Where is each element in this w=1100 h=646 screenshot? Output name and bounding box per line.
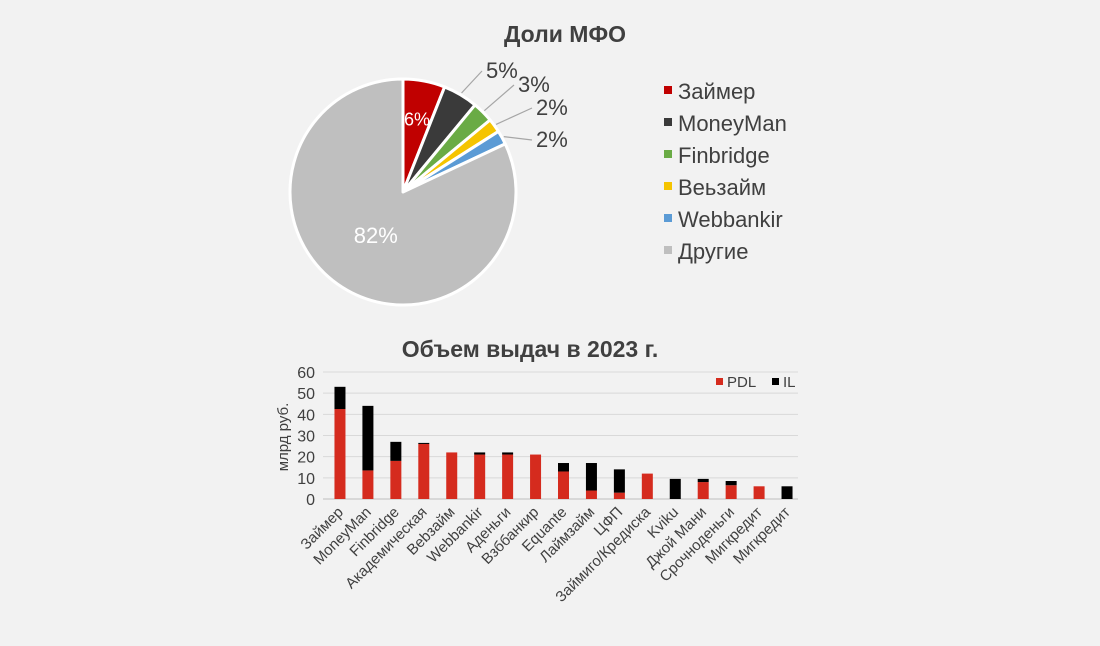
pie-legend: Займер MoneyMan Finbridge Веьзайм Webbankir Д… <box>664 79 787 264</box>
bar-pdl-13 <box>697 482 709 499</box>
bar-pdl-9 <box>585 490 597 499</box>
pie-legend-label-веьзайм: Веьзайм <box>678 175 766 200</box>
bar-y-axis-label: млрд руб. <box>275 403 292 472</box>
pie-labels: 6%5%3%2%2%82% <box>354 58 568 248</box>
pie-data-label-finbridge: 3% <box>518 72 550 97</box>
bar-pdl-7 <box>530 454 542 499</box>
bar-y-tick-0: 0 <box>306 492 315 509</box>
bar-pdl-1 <box>362 470 374 499</box>
bar-y-tick-10: 10 <box>297 471 315 488</box>
bar-il-9 <box>585 463 597 491</box>
pie-leader-line-веьзайм <box>495 107 533 125</box>
pie-legend-swatch-займер <box>664 86 672 94</box>
bar-pdl-14 <box>725 485 737 499</box>
bar-pdl-5 <box>474 454 486 499</box>
pie-legend-label-займер: Займер <box>678 79 755 104</box>
bar-il-13 <box>697 478 709 483</box>
pie-leader-line-webbankir <box>503 136 533 141</box>
bar-il-5 <box>474 452 486 455</box>
bar-legend-swatch-pdl <box>716 378 723 385</box>
bar-y-tick-60: 60 <box>297 365 315 382</box>
bar-il-12 <box>669 478 681 499</box>
bar-y-tick-20: 20 <box>297 450 315 467</box>
bar-x-ticks: ЗаймерMoneyManFinbridgeАкадемическаяВеbз… <box>297 503 793 605</box>
pie-data-label-webbankir: 2% <box>536 127 568 152</box>
pie-leader-line-finbridge <box>483 84 515 112</box>
bar-series <box>334 386 793 499</box>
bar-legend-label-il: IL <box>783 374 796 391</box>
pie-data-label-moneyman: 5% <box>486 58 518 83</box>
bar-il-1 <box>362 405 374 471</box>
pie-leader-line-moneyman <box>461 70 483 94</box>
pie-legend-label-moneyman: MoneyMan <box>678 111 787 136</box>
bar-pdl-6 <box>502 454 514 499</box>
bar-il-2 <box>390 441 402 461</box>
bar-pdl-0 <box>334 409 346 499</box>
pie-chart-title: Доли МФО <box>504 21 626 47</box>
pie-legend-swatch-moneyman <box>664 118 672 126</box>
pie-legend-swatch-другие <box>664 246 672 254</box>
pie-legend-swatch-finbridge <box>664 150 672 158</box>
bar-il-0 <box>334 386 346 410</box>
bar-il-10 <box>613 469 625 493</box>
bar-y-tick-50: 50 <box>297 386 315 403</box>
pie-data-label-займер: 6% <box>404 110 430 130</box>
pie-legend-label-другие: Другие <box>678 239 748 264</box>
pie-data-label-другие: 82% <box>354 223 398 248</box>
pie-data-label-веьзайм: 2% <box>536 95 568 120</box>
bar-pdl-4 <box>446 452 458 499</box>
bar-y-ticks: 0 10 20 30 40 50 60 <box>297 365 315 509</box>
pie-legend-label-webbankir: Webbankir <box>678 207 783 232</box>
pie-legend-swatch-веьзайм <box>664 182 672 190</box>
bar-y-tick-40: 40 <box>297 407 315 424</box>
bar-legend-swatch-il <box>772 378 779 385</box>
bar-pdl-10 <box>613 492 625 499</box>
bar-y-tick-30: 30 <box>297 429 315 446</box>
bar-chart-title: Объем выдач в 2023 г. <box>402 336 659 362</box>
pie-legend-label-finbridge: Finbridge <box>678 143 770 168</box>
bar-pdl-11 <box>641 473 653 499</box>
bar-pdl-15 <box>753 486 765 499</box>
bar-il-3 <box>418 442 430 444</box>
pie-chart <box>288 77 518 307</box>
pie-legend-swatch-webbankir <box>664 214 672 222</box>
bar-il-16 <box>781 486 793 499</box>
bar-legend: PDL IL <box>716 374 796 391</box>
bar-pdl-3 <box>418 443 430 499</box>
bar-pdl-8 <box>558 471 569 499</box>
bar-il-14 <box>725 481 737 486</box>
bar-il-6 <box>502 452 514 455</box>
bar-legend-label-pdl: PDL <box>727 374 756 391</box>
bar-il-8 <box>558 463 569 472</box>
pie-slice-другие <box>288 77 518 307</box>
bar-pdl-2 <box>390 460 402 499</box>
